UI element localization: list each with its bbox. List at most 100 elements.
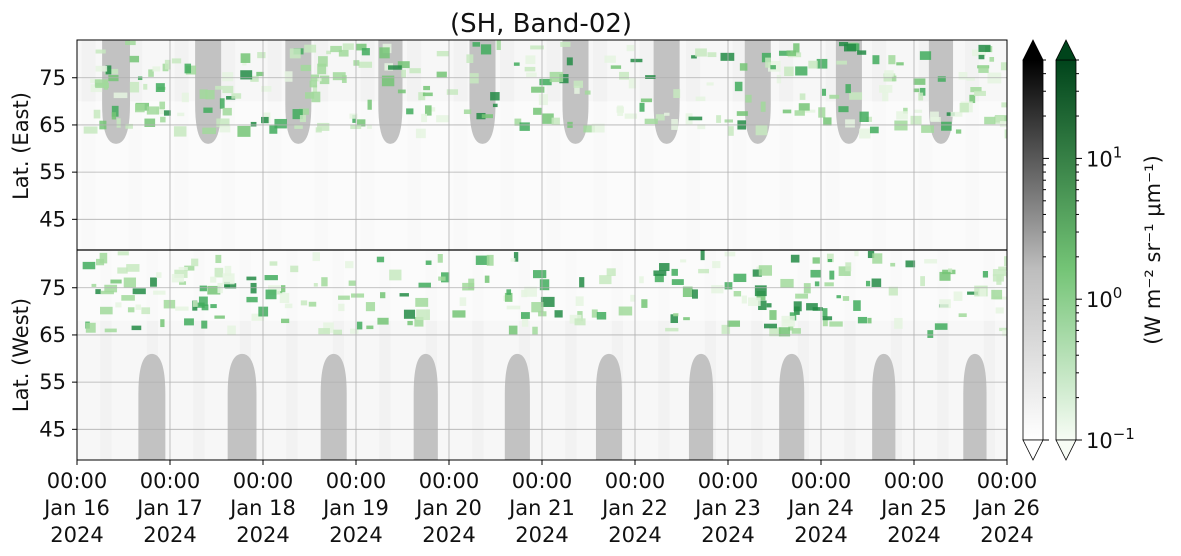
sunlit-block-east: [469, 40, 496, 144]
emission-cell-west: [264, 275, 278, 281]
emission-cell-east: [409, 68, 421, 74]
emission-cell-east: [159, 101, 166, 110]
emission-cell-east: [727, 126, 734, 136]
emission-cell-west: [210, 276, 217, 283]
emission-cell-west: [123, 277, 137, 288]
emission-cell-west: [459, 297, 467, 306]
emission-cell-east: [146, 106, 160, 115]
emission-cell-east: [798, 103, 810, 111]
emission-cell-west: [150, 277, 157, 287]
emission-cell-west: [854, 250, 859, 257]
emission-cell-west: [670, 314, 679, 324]
emission-cell-west: [991, 289, 1003, 300]
emission-cell-west: [671, 268, 678, 276]
emission-cell-east: [401, 69, 407, 79]
emission-cell-west: [377, 317, 389, 325]
emission-cell-east: [974, 90, 986, 96]
x-tick-label: Jan 22: [600, 496, 668, 520]
emission-cell-east: [610, 65, 622, 69]
emission-cell-west: [758, 265, 773, 276]
x-tick-label: 2024: [515, 523, 568, 547]
background-stripe: [425, 250, 437, 460]
colorbar-gray: [1022, 59, 1044, 441]
emission-cell-east: [342, 43, 354, 50]
emission-cell-east: [181, 92, 189, 103]
emission-cell-east: [673, 89, 681, 99]
emission-cell-west: [539, 279, 550, 291]
emission-cell-west: [100, 306, 113, 315]
background-stripe: [797, 250, 809, 460]
emission-cell-west: [838, 266, 851, 276]
emission-cell-west: [822, 316, 833, 321]
ylabel-west: Lat. (West): [9, 298, 33, 412]
emission-cell-west: [540, 296, 555, 307]
colorbar-tick-label: 10−1: [1086, 425, 1135, 453]
emission-cell-east: [533, 107, 542, 115]
emission-cell-east: [978, 65, 989, 73]
emission-cell-east: [240, 53, 251, 63]
emission-cell-east: [950, 111, 963, 117]
emission-cell-west: [711, 285, 724, 294]
sunlit-block-west: [227, 353, 257, 460]
emission-cell-east: [845, 84, 851, 94]
emission-cell-west: [793, 301, 802, 312]
emission-cell-west: [198, 296, 208, 306]
emission-cell-west: [284, 303, 293, 309]
emission-cell-east: [760, 101, 766, 112]
emission-cell-west: [671, 279, 684, 285]
emission-cell-west: [279, 292, 290, 304]
x-tick-label: 2024: [236, 523, 289, 547]
x-ticks: 00:00 Jan 16 2024 00:00 Jan 17 2024 00:00 Jan 1…: [42, 460, 1040, 547]
colorbar-green: [1055, 59, 1077, 441]
emission-cell-east: [849, 92, 863, 100]
emission-cell-west: [599, 275, 612, 285]
x-tick-label: 2024: [329, 523, 382, 547]
emission-cell-east: [857, 50, 867, 55]
emission-cell-east: [177, 112, 185, 117]
sunlit-block-west: [413, 353, 438, 460]
background-stripe: [332, 250, 344, 460]
emission-cell-west: [795, 293, 809, 299]
x-tick-label: Jan 17: [135, 496, 203, 520]
emission-cell-east: [818, 107, 826, 118]
emission-cell-east: [513, 62, 520, 66]
emission-cell-west: [452, 310, 466, 318]
emission-cell-west: [712, 261, 721, 269]
emission-cell-east: [379, 47, 390, 59]
emission-cell-east: [866, 116, 873, 122]
emission-cell-east: [776, 74, 782, 84]
y-tick-label: 55: [39, 160, 66, 184]
emission-cell-west: [724, 251, 736, 257]
emission-cell-west: [425, 260, 432, 265]
emission-cell-east: [436, 115, 450, 123]
x-tick-label: 00:00: [326, 469, 387, 493]
x-tick-label: 00:00: [140, 469, 201, 493]
background-stripe: [518, 250, 530, 460]
emission-cell-west: [438, 276, 446, 281]
emission-cell-east: [199, 89, 208, 99]
emission-cell-east: [894, 120, 908, 131]
emission-cell-west: [403, 309, 416, 319]
emission-cell-east: [583, 125, 596, 133]
emission-cell-east: [274, 118, 287, 129]
emission-cell-east: [872, 55, 880, 65]
emission-cell-west: [682, 286, 693, 298]
emission-cell-east: [691, 55, 697, 59]
x-tick-label: 00:00: [977, 469, 1038, 493]
emission-cell-east: [859, 128, 871, 139]
emission-cell-east: [843, 43, 857, 52]
emission-cell-east: [317, 77, 322, 82]
emission-cell-west: [508, 325, 518, 335]
emission-cell-east: [240, 70, 253, 80]
emission-cell-east: [173, 126, 187, 137]
background-stripe: [658, 250, 670, 460]
emission-cell-west: [803, 283, 811, 294]
emission-cell-west: [698, 268, 710, 274]
emission-cell-east: [799, 93, 806, 100]
chart-title: (SH, Band-02): [450, 9, 632, 39]
emission-cell-west: [269, 261, 278, 266]
emission-cell-east: [519, 122, 530, 131]
emission-cell-east: [560, 41, 571, 47]
emission-cell-east: [355, 43, 367, 51]
emission-cell-east: [415, 128, 426, 139]
